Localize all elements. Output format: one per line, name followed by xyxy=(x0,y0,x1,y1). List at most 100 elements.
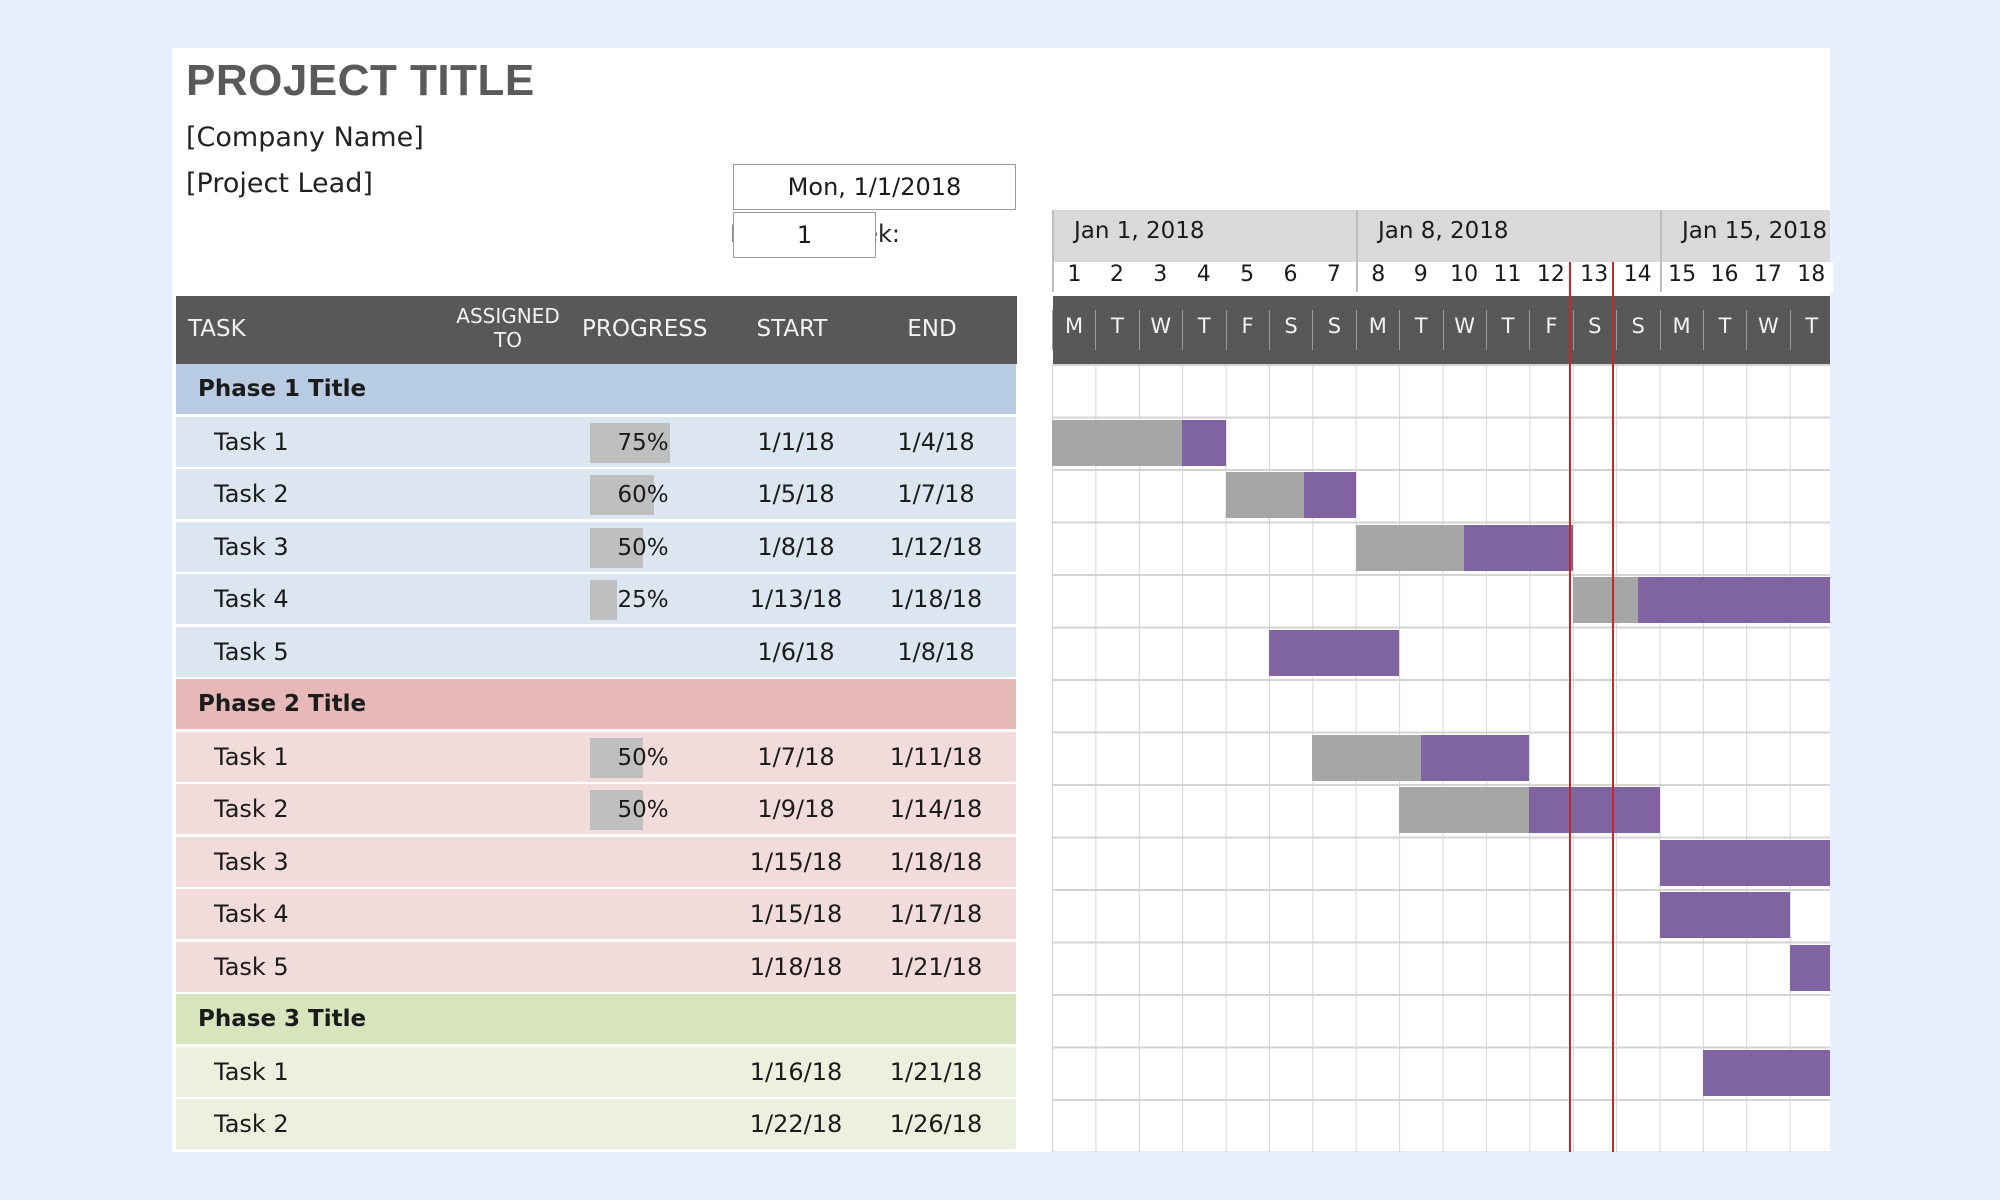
project-start-field[interactable]: Mon, 1/1/2018 xyxy=(733,164,1016,210)
task-start-date[interactable]: 1/9/18 xyxy=(757,795,835,823)
task-row[interactable]: Task 3 1/8/18 1/12/18 50% xyxy=(176,521,1016,575)
phase-row[interactable]: Phase 1 Title xyxy=(176,364,1016,417)
column-header-bar xyxy=(176,296,1830,364)
task-end-date[interactable]: 1/18/18 xyxy=(889,847,983,876)
task-name[interactable]: Task 4 xyxy=(214,585,289,613)
progress-cell[interactable]: 50% xyxy=(590,790,696,830)
day-number: 16 xyxy=(1703,262,1746,292)
gantt-bar-remaining[interactable] xyxy=(1659,892,1790,938)
gantt-bar-remaining[interactable] xyxy=(1464,524,1573,571)
task-name[interactable]: Task 5 xyxy=(214,637,289,666)
task-start-date[interactable]: 1/15/18 xyxy=(749,847,843,876)
task-name[interactable]: Task 2 xyxy=(214,480,289,508)
task-name[interactable]: Task 1 xyxy=(214,427,289,456)
day-number: 6 xyxy=(1269,262,1312,292)
task-row[interactable]: Task 1 1/1/18 1/4/18 75% xyxy=(176,416,1016,470)
task-start-date[interactable]: 1/22/18 xyxy=(749,1110,843,1138)
day-letter: W xyxy=(1442,310,1486,350)
task-start-date[interactable]: 1/15/18 xyxy=(749,900,843,928)
day-number: 12 xyxy=(1529,262,1573,292)
col-assigned[interactable]: ASSIGNED TO xyxy=(456,304,560,352)
gantt-bar-completed[interactable] xyxy=(1312,734,1421,781)
task-end-date[interactable]: 1/21/18 xyxy=(889,1057,983,1086)
gantt-bar-remaining[interactable] xyxy=(1269,629,1400,676)
task-row[interactable]: Task 1 1/7/18 1/11/18 50% xyxy=(176,731,1016,785)
task-row[interactable]: Task 2 1/5/18 1/7/18 60% xyxy=(176,469,1016,522)
task-end-date[interactable]: 1/11/18 xyxy=(889,742,983,771)
task-end-date[interactable]: 1/4/18 xyxy=(897,427,975,456)
task-start-date[interactable]: 1/1/18 xyxy=(757,427,835,456)
progress-cell[interactable]: 25% xyxy=(590,580,696,620)
task-end-date[interactable]: 1/14/18 xyxy=(889,795,983,823)
day-letter: F xyxy=(1225,310,1269,350)
day-letter: S xyxy=(1616,310,1659,350)
task-start-date[interactable]: 1/6/18 xyxy=(757,637,835,666)
col-progress[interactable]: PROGRESS xyxy=(582,316,708,342)
task-row[interactable]: Task 5 1/18/18 1/21/18 xyxy=(176,941,1016,995)
project-title[interactable]: PROJECT TITLE xyxy=(186,56,535,105)
gantt-bar-completed[interactable] xyxy=(1399,787,1530,833)
task-row[interactable]: Task 4 1/13/18 1/18/18 25% xyxy=(176,574,1016,627)
day-number: 5 xyxy=(1225,262,1269,292)
gantt-bar-completed[interactable] xyxy=(1355,524,1465,571)
task-start-date[interactable]: 1/7/18 xyxy=(757,742,835,771)
task-end-date[interactable]: 1/26/18 xyxy=(889,1110,983,1138)
col-task[interactable]: TASK xyxy=(188,316,246,342)
task-name[interactable]: Task 2 xyxy=(214,1110,289,1138)
task-end-date[interactable]: 1/7/18 xyxy=(897,480,975,508)
day-letter: T xyxy=(1095,310,1138,350)
gantt-bar-remaining[interactable] xyxy=(1703,1049,1830,1096)
day-letter: T xyxy=(1703,310,1746,350)
task-name[interactable]: Task 4 xyxy=(214,900,289,928)
gantt-bar-remaining[interactable] xyxy=(1303,472,1356,518)
task-row[interactable]: Task 4 1/15/18 1/17/18 xyxy=(176,889,1016,942)
task-end-date[interactable]: 1/8/18 xyxy=(897,637,975,666)
task-start-date[interactable]: 1/8/18 xyxy=(757,532,835,561)
company-name[interactable]: [Company Name] xyxy=(186,122,424,153)
week-header: Jan 8, 2018 xyxy=(1356,210,1660,262)
task-name[interactable]: Task 2 xyxy=(214,795,289,823)
today-marker-line xyxy=(1569,262,1571,1152)
task-row[interactable]: Task 2 1/22/18 1/26/18 xyxy=(176,1099,1016,1152)
gantt-bar-remaining[interactable] xyxy=(1182,419,1226,466)
project-lead[interactable]: [Project Lead] xyxy=(186,168,373,199)
gantt-bar-completed[interactable] xyxy=(1052,419,1183,466)
display-week-field[interactable]: 1 xyxy=(733,212,876,258)
task-row[interactable]: Task 3 1/15/18 1/18/18 xyxy=(176,836,1016,890)
task-name[interactable]: Task 3 xyxy=(214,847,289,876)
task-end-date[interactable]: 1/17/18 xyxy=(889,900,983,928)
task-row[interactable]: Task 5 1/6/18 1/8/18 xyxy=(176,626,1016,680)
task-end-date[interactable]: 1/21/18 xyxy=(889,952,983,981)
gantt-bar-completed[interactable] xyxy=(1225,472,1304,518)
phase-row[interactable]: Phase 2 Title xyxy=(176,679,1016,732)
gantt-bar-remaining[interactable] xyxy=(1637,577,1830,623)
gantt-bar-remaining[interactable] xyxy=(1420,734,1530,781)
gantt-bar-completed[interactable] xyxy=(1572,577,1638,623)
today-marker-line xyxy=(1612,262,1614,1152)
task-start-date[interactable]: 1/16/18 xyxy=(749,1057,843,1086)
task-end-date[interactable]: 1/18/18 xyxy=(889,585,983,613)
phase-row[interactable]: Phase 3 Title xyxy=(176,994,1016,1047)
task-row[interactable]: Task 2 1/9/18 1/14/18 50% xyxy=(176,784,1016,837)
task-name[interactable]: Task 5 xyxy=(214,952,289,981)
task-name[interactable]: Task 1 xyxy=(214,742,289,771)
progress-bar-fill xyxy=(590,475,654,515)
task-start-date[interactable]: 1/18/18 xyxy=(749,952,843,981)
task-start-date[interactable]: 1/13/18 xyxy=(749,585,843,613)
task-end-date[interactable]: 1/12/18 xyxy=(889,532,983,561)
gantt-bar-remaining[interactable] xyxy=(1659,839,1830,886)
task-name[interactable]: Task 1 xyxy=(214,1057,289,1086)
col-start[interactable]: START xyxy=(756,316,828,342)
progress-cell[interactable]: 60% xyxy=(590,475,696,515)
progress-cell[interactable]: 50% xyxy=(590,527,696,568)
task-row[interactable]: Task 1 1/16/18 1/21/18 xyxy=(176,1046,1016,1100)
task-start-date[interactable]: 1/5/18 xyxy=(757,480,835,508)
progress-value: 50% xyxy=(617,744,669,771)
progress-cell[interactable]: 50% xyxy=(590,737,696,778)
task-name[interactable]: Task 3 xyxy=(214,532,289,561)
phase-title: Phase 2 Title xyxy=(198,691,367,717)
col-end[interactable]: END xyxy=(907,316,957,342)
gantt-bar-remaining[interactable] xyxy=(1789,944,1830,991)
gantt-bar-remaining[interactable] xyxy=(1529,787,1660,833)
progress-cell[interactable]: 75% xyxy=(590,422,696,463)
